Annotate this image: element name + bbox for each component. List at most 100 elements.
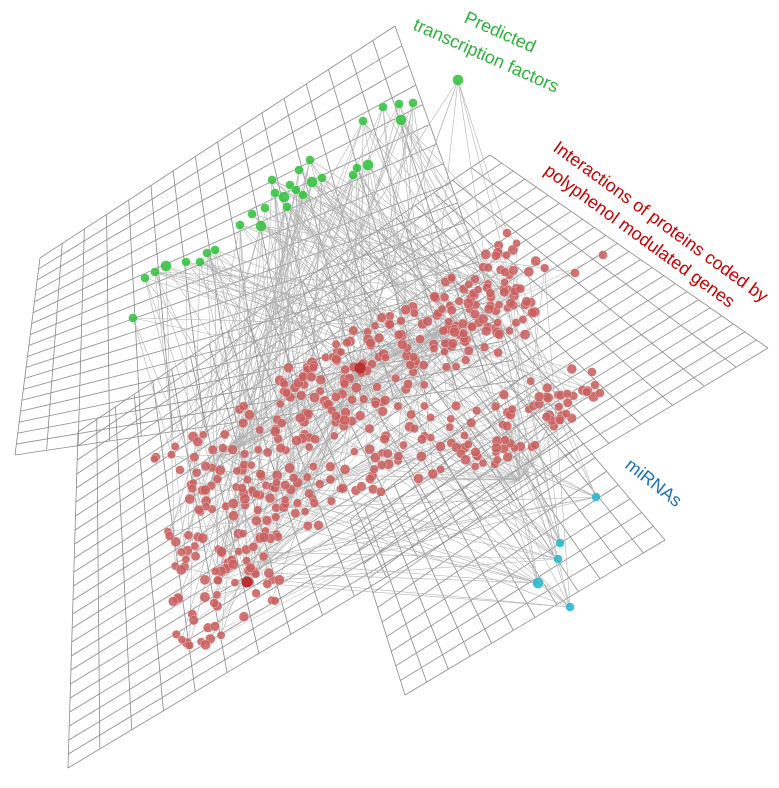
mirna-ppi-edge — [257, 509, 539, 584]
protein-node — [530, 440, 540, 450]
protein-node — [478, 458, 488, 468]
protein-node — [262, 579, 273, 589]
protein-node — [348, 325, 359, 336]
protein-node — [562, 389, 572, 399]
tf-ppi-edge — [221, 225, 262, 554]
mirna-node — [591, 492, 601, 502]
transcription-factor-node — [278, 191, 290, 203]
tf-ppi-edge — [276, 194, 304, 476]
ppi-edge — [359, 367, 511, 415]
protein-node — [239, 493, 251, 505]
protein-node — [187, 483, 197, 494]
protein-node — [435, 441, 446, 452]
protein-node — [562, 409, 571, 418]
ppi-edge — [214, 581, 248, 604]
protein-node — [193, 504, 204, 515]
mirna-ppi-edge — [268, 572, 539, 584]
mirna-ppi-edge — [559, 419, 597, 498]
protein-node — [427, 468, 438, 480]
transcription-factor-node — [358, 116, 368, 126]
protein-node — [409, 424, 419, 434]
tf-ppi-edge — [286, 167, 358, 394]
tf-ppi-edge — [206, 252, 303, 439]
protein-node — [251, 515, 262, 526]
protein-node — [447, 338, 458, 349]
protein-node — [330, 431, 339, 441]
protein-node — [381, 353, 390, 362]
protein-node — [304, 442, 314, 452]
ppi-edge — [496, 332, 521, 481]
protein-node — [458, 328, 469, 338]
ppi-edge — [218, 454, 272, 601]
tf-ppi-edge — [332, 103, 400, 357]
protein-node — [164, 531, 175, 541]
protein-node — [168, 596, 179, 607]
ppi-edge — [214, 489, 297, 627]
protein-node — [264, 492, 276, 504]
protein-node — [415, 334, 425, 344]
protein-node — [192, 436, 203, 447]
mirna-ppi-edge — [435, 297, 561, 544]
protein-node — [300, 507, 310, 516]
tf-ppi-edge — [362, 120, 491, 306]
protein-node — [150, 454, 159, 464]
protein-node — [372, 382, 382, 392]
protein-node — [263, 567, 275, 579]
tf-ppi-edge — [154, 271, 245, 465]
protein-hub-node — [354, 362, 366, 374]
protein-node — [190, 541, 200, 551]
protein-node — [275, 443, 286, 454]
protein-node — [255, 425, 265, 435]
protein-node — [444, 317, 454, 327]
protein-node — [243, 475, 252, 485]
tf-ppi-edge — [311, 181, 435, 297]
protein-node — [207, 444, 218, 455]
ppi-edge — [194, 457, 248, 583]
protein-node — [339, 464, 351, 475]
tf-ppi-edge — [154, 271, 187, 560]
mirna-ppi-edge — [463, 447, 597, 498]
protein-node — [199, 430, 208, 439]
protein-node — [280, 480, 291, 491]
tf-ppi-edge — [132, 317, 172, 455]
ppi-edge — [496, 459, 521, 481]
protein-node — [239, 460, 249, 470]
tf-ppi-edge — [382, 106, 402, 334]
tf-ppi-edge — [144, 277, 351, 342]
ppi-edge — [227, 329, 441, 564]
transcription-factor-node — [140, 273, 150, 283]
tf-ppi-edge — [199, 261, 568, 404]
protein-node — [227, 444, 238, 455]
tf-ppi-edge — [356, 167, 368, 332]
protein-node — [405, 360, 416, 370]
protein-node — [315, 374, 326, 385]
tf-ppi-edge — [154, 271, 214, 450]
transcription-factor-node — [294, 165, 304, 175]
protein-node — [470, 309, 480, 320]
protein-node — [364, 423, 375, 434]
mirna-ppi-edge — [263, 496, 597, 557]
ppi-edge — [167, 479, 521, 532]
protein-node — [219, 429, 230, 440]
protein-node — [336, 347, 346, 357]
tf-ppi-edge — [232, 159, 311, 450]
protein-node — [420, 380, 429, 390]
protein-node — [399, 440, 408, 450]
tf-ppi-edge — [181, 206, 288, 553]
protein-node — [508, 265, 519, 276]
transcription-factor-node — [291, 185, 301, 195]
protein-node — [471, 462, 480, 471]
protein-node — [200, 484, 211, 496]
protein-node — [595, 388, 605, 398]
tf-ppi-edge — [185, 261, 302, 396]
protein-node — [562, 398, 573, 408]
network-nodes — [128, 74, 608, 650]
transcription-factor-node — [267, 175, 277, 185]
transcription-factor-node — [282, 202, 292, 212]
protein-node — [197, 532, 209, 544]
protein-node — [185, 641, 194, 650]
protein-node — [527, 307, 538, 318]
protein-node — [313, 520, 324, 531]
ppi-edge — [155, 454, 220, 458]
protein-node — [436, 464, 446, 474]
